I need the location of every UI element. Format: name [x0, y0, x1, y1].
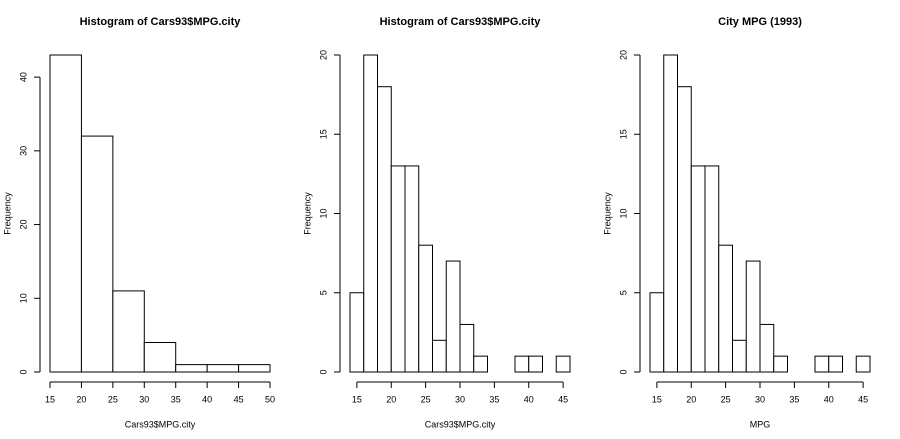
bar	[112, 290, 145, 373]
x-tick-label: 50	[265, 394, 275, 404]
x-tick-label: 15	[352, 394, 362, 404]
x-tick-label: 45	[558, 394, 568, 404]
x-tick-label: 20	[386, 394, 396, 404]
bar	[514, 355, 530, 373]
bar	[80, 135, 114, 373]
y-tick-label: 0	[318, 369, 328, 374]
y-tick-label: 10	[318, 208, 328, 218]
y-axis-label: Frequency	[602, 192, 612, 235]
x-tick-label: 20	[686, 394, 696, 404]
bar	[745, 260, 761, 373]
chart-title: City MPG (1993)	[718, 16, 802, 28]
x-tick-label: 35	[789, 394, 799, 404]
bar	[663, 54, 678, 373]
x-tick-label: 30	[755, 394, 765, 404]
y-axis-label: Frequency	[302, 192, 312, 235]
x-axis-label: Cars93$MPG.city	[125, 419, 196, 429]
x-tick-label: 25	[721, 394, 731, 404]
y-axis-label: Frequency	[2, 192, 12, 235]
x-tick-label: 45	[858, 394, 868, 404]
bar	[206, 364, 240, 373]
x-tick-label: 45	[234, 394, 244, 404]
y-tick-label: 15	[618, 129, 628, 139]
y-tick-label: 15	[318, 129, 328, 139]
y-tick-label: 5	[618, 290, 628, 295]
y-tick-label: 20	[318, 50, 328, 60]
x-tick-label: 20	[76, 394, 86, 404]
x-tick-label: 40	[824, 394, 834, 404]
x-tick-label: 15	[652, 394, 662, 404]
x-axis-label: MPG	[750, 419, 771, 429]
y-tick-label: 0	[618, 369, 628, 374]
bar	[677, 86, 692, 373]
x-tick-label: 40	[524, 394, 534, 404]
bar	[390, 165, 406, 373]
bar	[759, 323, 775, 373]
bar	[773, 355, 788, 373]
bar	[855, 355, 871, 373]
x-tick-label: 35	[171, 394, 181, 404]
bar	[349, 292, 365, 373]
bar	[473, 355, 488, 373]
bar	[404, 165, 420, 373]
chart-title: Histogram of Cars93$MPG.city	[380, 16, 542, 28]
bar	[432, 339, 447, 373]
bar	[175, 364, 208, 373]
bar	[143, 342, 177, 373]
x-tick-label: 35	[489, 394, 499, 404]
x-tick-label: 25	[421, 394, 431, 404]
bar	[418, 244, 433, 373]
bar	[238, 364, 271, 373]
bar	[528, 355, 543, 373]
y-tick-label: 0	[18, 369, 28, 374]
y-tick-label: 5	[318, 290, 328, 295]
y-tick-label: 30	[18, 146, 28, 156]
bar	[377, 86, 392, 373]
x-tick-label: 25	[108, 394, 118, 404]
bar	[49, 54, 82, 373]
y-tick-label: 20	[18, 220, 28, 230]
bar	[555, 355, 571, 373]
bar	[690, 165, 706, 373]
bar	[718, 244, 733, 373]
chart-title: Histogram of Cars93$MPG.city	[80, 16, 242, 28]
y-tick-label: 10	[618, 208, 628, 218]
x-axis-label: Cars93$MPG.city	[425, 419, 496, 429]
y-tick-label: 40	[18, 72, 28, 82]
x-tick-label: 15	[45, 394, 55, 404]
bar	[649, 292, 665, 373]
x-tick-label: 30	[139, 394, 149, 404]
bar	[459, 323, 475, 373]
x-tick-label: 40	[202, 394, 212, 404]
bar	[363, 54, 378, 373]
bar	[828, 355, 843, 373]
bar	[814, 355, 830, 373]
x-tick-label: 30	[455, 394, 465, 404]
y-tick-label: 20	[618, 50, 628, 60]
bar	[704, 165, 720, 373]
bar	[445, 260, 461, 373]
y-tick-label: 10	[18, 293, 28, 303]
bar	[732, 339, 747, 373]
